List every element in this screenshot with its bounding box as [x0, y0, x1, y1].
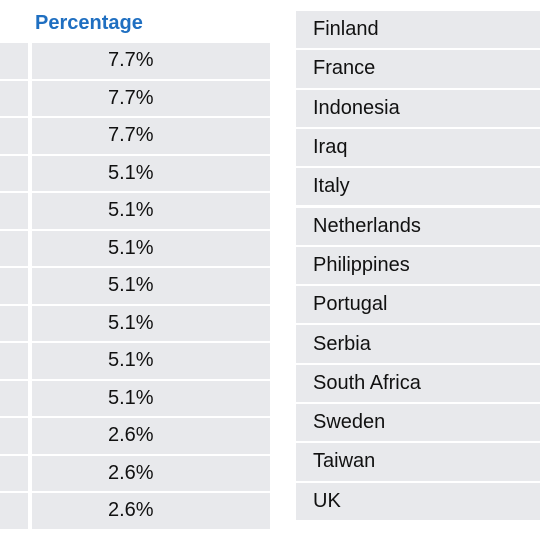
percentage-cell: 5.1%	[32, 305, 270, 343]
percentage-cell: 5.1%	[32, 268, 270, 306]
cut-off-cell	[0, 80, 28, 118]
percentage-cell: 2.6%	[32, 455, 270, 493]
percentage-cell: 5.1%	[32, 155, 270, 193]
country-cell: Finland	[296, 11, 540, 51]
percentage-cell: 5.1%	[32, 193, 270, 231]
column-header: Percentage	[32, 5, 270, 43]
cut-off-cell	[0, 455, 28, 493]
country-cell: Netherlands	[296, 207, 540, 247]
cut-off-cell	[0, 193, 28, 231]
cut-off-cell	[0, 268, 28, 306]
country-cell: UK	[296, 482, 540, 522]
cut-off-cell	[0, 380, 28, 418]
cut-off-cell	[0, 230, 28, 268]
percentage-cell: 7.7%	[32, 80, 270, 118]
cut-off-header	[0, 5, 28, 43]
country-cell: Taiwan	[296, 443, 540, 483]
percentage-cell: 5.1%	[32, 230, 270, 268]
country-cell: Italy	[296, 168, 540, 208]
country-cell: Indonesia	[296, 89, 540, 129]
percentage-cell: 7.7%	[32, 118, 270, 156]
percentage-cell: 5.1%	[32, 380, 270, 418]
percentage-cell: 7.7%	[32, 43, 270, 81]
country-cell: Iraq	[296, 128, 540, 169]
cut-off-cell	[0, 343, 28, 381]
cut-off-cell	[0, 118, 28, 156]
cut-off-cell	[0, 155, 28, 193]
cut-off-cell	[0, 493, 28, 531]
percentage-cell: 5.1%	[32, 343, 270, 381]
cut-off-cell	[0, 305, 28, 343]
country-cell: France	[296, 50, 540, 90]
country-cell: Portugal	[296, 286, 540, 326]
country-cell: Philippines	[296, 246, 540, 287]
cut-off-cell	[0, 43, 28, 81]
country-cell: South Africa	[296, 364, 540, 404]
country-cell: Sweden	[296, 404, 540, 444]
cut-off-cell	[0, 418, 28, 456]
percentage-cell: 2.6%	[32, 418, 270, 456]
percentage-cell: 2.6%	[32, 493, 270, 531]
country-cell: Serbia	[296, 325, 540, 365]
